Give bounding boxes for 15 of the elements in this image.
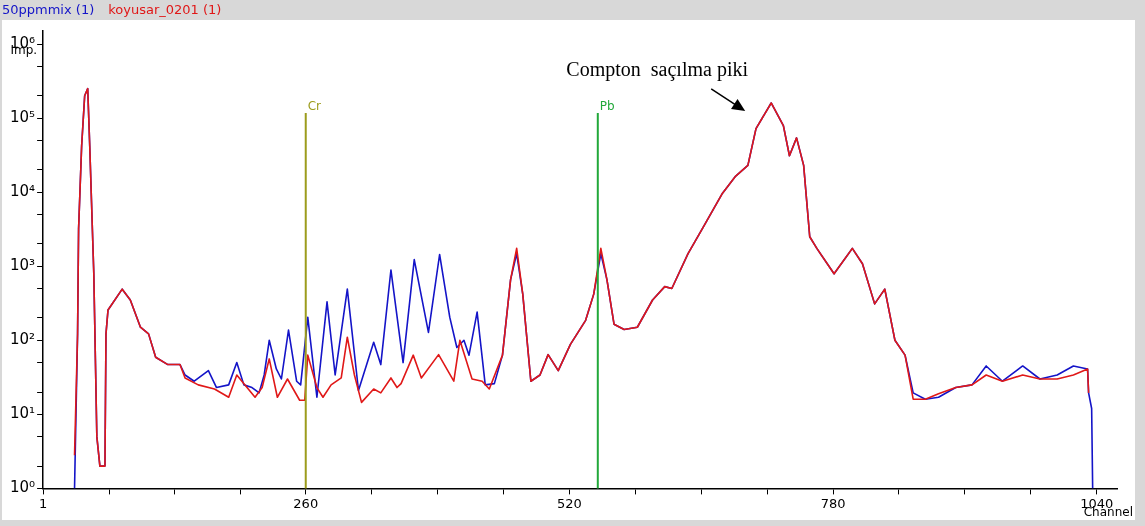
x-tick-label: 1 <box>38 495 48 511</box>
ref-line-label: Cr <box>307 99 322 114</box>
y-tick-label: 10⁰ <box>9 478 36 497</box>
x-tick-label: 780 <box>820 495 846 511</box>
y-tick-label: 10² <box>9 330 36 349</box>
annotation: Compton saçılma piki <box>566 58 749 82</box>
y-tick-label: 10³ <box>9 256 36 275</box>
y-tick-label: 10⁴ <box>9 182 36 201</box>
text: 50ppmmix (1) <box>2 2 95 17</box>
ref-line-label: Pb <box>599 99 615 114</box>
x-tick-label: 520 <box>556 495 582 511</box>
x-tick-label: 260 <box>293 495 319 511</box>
y-tick-label: 10¹ <box>9 404 36 423</box>
y-tick-label: 10⁵ <box>9 107 36 126</box>
text: koyusar_0201 (1) <box>108 2 222 17</box>
